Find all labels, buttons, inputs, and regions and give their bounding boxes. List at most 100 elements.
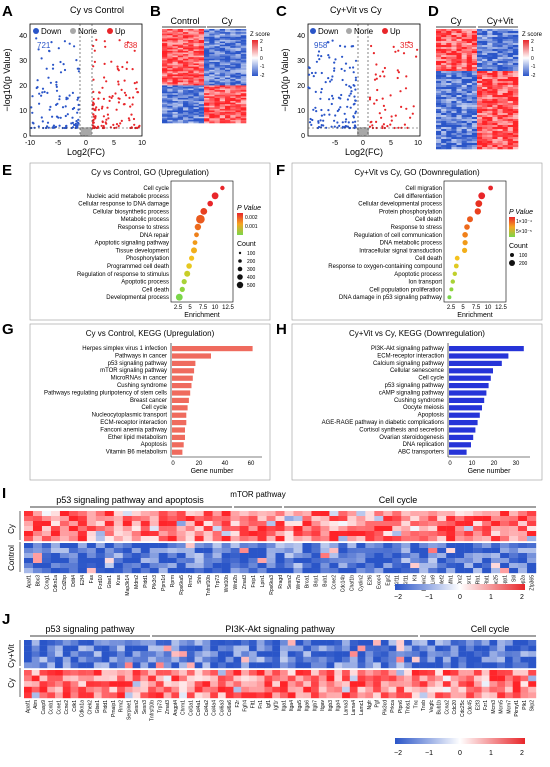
go-term-label: Metabolic process <box>121 217 169 223</box>
heat-cell <box>172 99 179 102</box>
gene-heat-cell <box>113 568 123 574</box>
gene-heat-cell <box>117 656 126 663</box>
gene-heat-cell <box>284 531 294 537</box>
gene-heat-cell <box>349 686 358 693</box>
gene-heat-cell <box>275 516 285 522</box>
heat-cell <box>188 68 194 71</box>
heat-cell <box>188 79 194 81</box>
heat-cell <box>240 38 247 41</box>
heat-cell <box>219 44 226 47</box>
volcano-point <box>71 91 74 94</box>
gene-heat-cell <box>86 521 97 527</box>
xtick: 20 <box>491 461 498 467</box>
heat-cell <box>209 82 215 85</box>
gene-heat-cell <box>186 670 195 676</box>
gene-heat-cell <box>311 543 321 549</box>
heat-cell <box>167 32 173 34</box>
heat-cell <box>507 67 514 70</box>
volcano-point <box>383 66 386 70</box>
heat-cell <box>487 91 493 94</box>
volcano-point <box>329 80 332 83</box>
gene-heat-cell <box>264 645 273 652</box>
gene-heat-cell <box>329 516 339 522</box>
go-dot <box>453 263 459 269</box>
heat-cell <box>466 147 473 150</box>
volcano-point <box>389 94 392 97</box>
gene-heat-cell <box>185 536 195 542</box>
heat-cell <box>487 141 493 144</box>
gene-heat-cell <box>347 516 357 522</box>
heat-cell <box>209 55 215 58</box>
gene-heat-cell <box>419 558 429 564</box>
heat-cell <box>502 121 509 124</box>
heatmap-i-colorbar <box>395 584 525 590</box>
heat-cell <box>456 69 462 72</box>
gene-heat-cell <box>497 651 506 657</box>
heat-cell <box>512 117 519 120</box>
heat-cell <box>512 123 519 126</box>
heat-cell <box>497 93 503 96</box>
gene-heat-cell <box>95 563 106 569</box>
gene-heat-cell <box>140 543 150 549</box>
heat-cell <box>497 67 503 70</box>
volcano-point <box>331 94 334 97</box>
heat-cell <box>461 69 468 72</box>
gene-heat-cell <box>373 651 382 657</box>
heat-cell <box>219 115 226 118</box>
heat-cell <box>487 73 493 76</box>
heat-cell <box>235 108 242 111</box>
heat-cell <box>204 118 210 121</box>
heat-cell <box>456 61 462 64</box>
go-f-xlabel: Enrichment <box>457 312 492 319</box>
volcano-point <box>343 112 346 115</box>
gene-label: Tnxb <box>421 700 427 711</box>
heat-cell <box>482 105 488 108</box>
heat-cell <box>446 79 452 82</box>
gene-heat-cell <box>86 568 97 574</box>
volcano-point <box>314 106 317 109</box>
heat-cell <box>188 77 194 80</box>
heat-cell <box>204 30 210 33</box>
heat-cell <box>451 115 457 118</box>
gene-label: Col4a4 <box>212 700 218 716</box>
heat-cell <box>209 58 215 61</box>
heat-cell <box>487 85 493 88</box>
heat-cell <box>482 69 488 72</box>
gene-heat-cell <box>171 640 180 646</box>
heat-cell <box>497 37 503 40</box>
gene-heat-cell <box>77 536 88 542</box>
heat-cell <box>177 63 184 66</box>
gene-heat-cell <box>171 645 180 652</box>
xtick: 7.5 <box>472 305 481 311</box>
heat-cell <box>487 113 493 116</box>
gene-heat-cell <box>31 662 40 669</box>
heat-cell <box>507 103 514 106</box>
gene-heat-cell <box>93 681 102 687</box>
heat-cell <box>456 117 462 120</box>
heat-cell <box>477 49 483 52</box>
gene-heat-cell <box>489 675 498 682</box>
gene-heat-cell <box>466 692 475 699</box>
volcano-point <box>95 106 98 109</box>
heat-cell <box>230 77 236 80</box>
gene-label: Plk1 <box>522 700 528 710</box>
heat-cell <box>214 72 221 75</box>
heat-cell <box>214 68 221 71</box>
heat-cell <box>461 115 468 118</box>
heat-cell <box>512 35 519 38</box>
gene-heat-cell <box>275 526 285 532</box>
kegg-h-xticks: 0 10 20 30 <box>448 461 520 467</box>
gene-heat-cell <box>171 651 180 657</box>
gene-label: Cdc45 <box>468 700 474 715</box>
heat-cell <box>502 47 509 50</box>
heat-cell <box>487 97 493 100</box>
gene-heat-cell <box>225 645 234 652</box>
heat-cell <box>471 111 478 114</box>
gene-heat-cell <box>329 511 339 517</box>
heat-cell <box>198 35 205 38</box>
gene-heat-cell <box>122 511 132 517</box>
gene-heat-cell <box>117 662 126 669</box>
heat-cell <box>167 112 173 114</box>
heat-cell <box>487 33 493 36</box>
go-term-label: DNA metabolic process <box>380 241 442 247</box>
